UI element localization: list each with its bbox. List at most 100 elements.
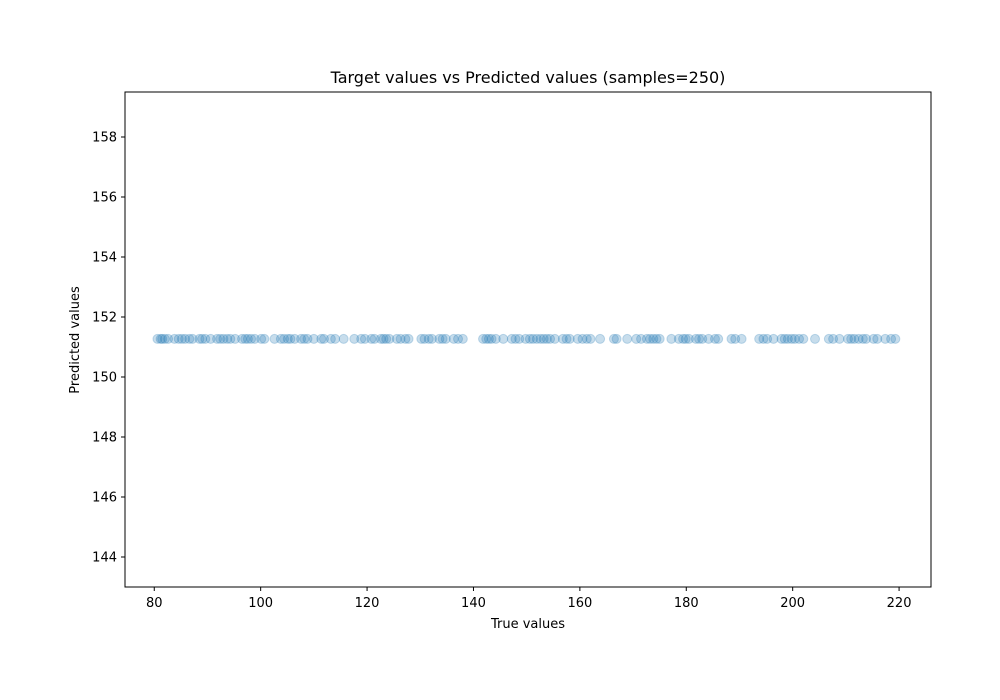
y-tick-label: 156 xyxy=(92,191,117,206)
data-point xyxy=(230,333,241,344)
data-point xyxy=(423,333,434,344)
data-point xyxy=(197,333,208,344)
data-point xyxy=(194,333,205,344)
data-point xyxy=(205,333,216,344)
data-point xyxy=(564,333,575,344)
data-point xyxy=(651,333,662,344)
x-tick-label: 100 xyxy=(248,596,273,611)
data-point xyxy=(758,333,769,344)
data-point xyxy=(366,333,377,344)
data-point xyxy=(890,333,901,344)
data-point xyxy=(849,333,860,344)
data-point xyxy=(762,333,773,344)
data-point xyxy=(786,333,797,344)
data-point xyxy=(384,333,395,344)
data-point xyxy=(782,333,793,344)
data-point xyxy=(256,333,267,344)
data-point xyxy=(173,333,184,344)
data-point xyxy=(275,333,286,344)
data-point xyxy=(481,333,492,344)
data-point xyxy=(330,333,341,344)
data-point xyxy=(416,333,427,344)
data-point xyxy=(538,333,549,344)
x-axis: 80 100 120 140 160 180 200 220 xyxy=(146,587,912,611)
x-tick-label: 200 xyxy=(780,596,805,611)
data-point xyxy=(535,333,546,344)
data-point xyxy=(823,333,834,344)
data-point xyxy=(437,333,448,344)
data-point xyxy=(325,333,336,344)
data-point xyxy=(736,333,747,344)
data-point xyxy=(528,333,539,344)
data-point xyxy=(754,333,765,344)
data-point xyxy=(159,333,170,344)
y-tick-label: 158 xyxy=(92,131,117,146)
chart-title: Target values vs Predicted values (sampl… xyxy=(330,68,726,87)
data-point xyxy=(514,333,525,344)
data-point xyxy=(237,333,248,344)
data-point xyxy=(163,333,174,344)
data-point xyxy=(608,333,619,344)
x-tick-label: 80 xyxy=(146,596,163,611)
data-point xyxy=(400,333,411,344)
data-point xyxy=(152,333,163,344)
data-point xyxy=(296,333,307,344)
x-tick-label: 160 xyxy=(567,596,592,611)
data-point xyxy=(683,333,694,344)
data-point xyxy=(483,333,494,344)
data-point xyxy=(611,333,622,344)
y-axis: 144 146 148 150 152 154 156 158 xyxy=(92,131,125,566)
data-point xyxy=(768,333,779,344)
data-point xyxy=(490,333,501,344)
data-point xyxy=(215,333,226,344)
x-tick-label: 220 xyxy=(887,596,912,611)
data-point xyxy=(828,333,839,344)
data-point xyxy=(645,333,656,344)
data-point xyxy=(240,333,251,344)
data-point xyxy=(282,333,293,344)
y-tick-label: 148 xyxy=(92,431,117,446)
data-point xyxy=(549,333,560,344)
y-tick-label: 154 xyxy=(92,251,117,266)
data-point xyxy=(710,333,720,344)
data-point xyxy=(403,333,414,344)
data-point xyxy=(279,333,290,344)
data-point xyxy=(259,333,270,344)
data-point xyxy=(846,333,857,344)
data-point xyxy=(448,333,459,344)
data-point xyxy=(176,333,187,344)
data-point xyxy=(886,333,897,344)
data-point xyxy=(318,333,329,344)
data-point xyxy=(510,333,521,344)
data-point xyxy=(690,333,701,344)
data-point xyxy=(585,333,596,344)
x-tick-label: 120 xyxy=(355,596,380,611)
data-point xyxy=(440,333,451,344)
data-point xyxy=(378,333,389,344)
data-point xyxy=(595,333,606,344)
data-point xyxy=(531,333,542,344)
x-axis-label: True values xyxy=(490,617,565,632)
data-point xyxy=(680,333,691,344)
data-point xyxy=(184,333,195,344)
data-point xyxy=(308,333,319,344)
plot-frame xyxy=(124,91,932,588)
data-point xyxy=(789,333,800,344)
data-point xyxy=(269,333,280,344)
data-point xyxy=(631,333,642,344)
data-point xyxy=(678,333,689,344)
data-point xyxy=(478,333,489,344)
data-point xyxy=(545,333,556,344)
data-point xyxy=(349,333,360,344)
data-point xyxy=(381,333,392,344)
data-point xyxy=(557,333,568,344)
data-point xyxy=(419,333,430,344)
y-tick-label: 152 xyxy=(92,311,117,326)
data-point xyxy=(561,333,572,344)
y-tick-label: 146 xyxy=(92,491,117,506)
y-tick-label: 150 xyxy=(92,371,117,386)
data-point xyxy=(779,333,790,344)
data-point xyxy=(577,333,588,344)
data-point xyxy=(572,333,583,344)
